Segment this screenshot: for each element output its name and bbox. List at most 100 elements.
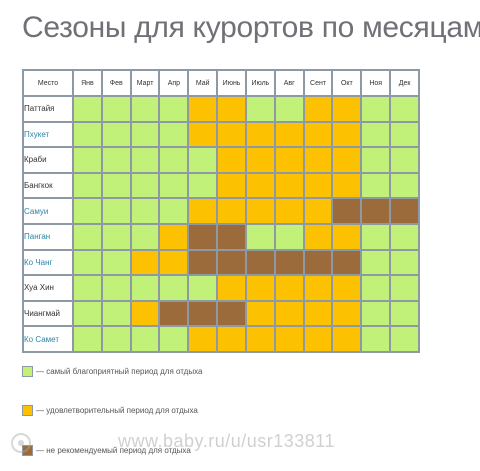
season-cell-best [100,274,132,302]
season-cell-bad [187,248,219,277]
season-cell-best [158,274,190,302]
chart-title: Сезоны для курортов по месяцам [22,11,480,44]
legend-swatch-best [22,366,33,377]
season-cell-ok [187,95,219,123]
season-table: Место Янв Фев Март Апр Май Июнь Июль Авг Сент Окт… [22,69,420,353]
season-grid: Место Янв Фев Март Апр Май Июнь Июль Авг Сент Окт… [22,69,420,353]
season-cell-best [187,274,219,302]
season-cell-best [72,274,103,302]
season-cell-best [100,171,132,200]
season-cell-best [158,325,190,353]
season-cell-bad [331,248,363,277]
grid-body: Паттайя Пхукет Краби Бангкок Самуи Панган Ко Ч… [22,95,420,353]
season-cell-ok [158,248,190,277]
month-header: Май [187,69,219,97]
season-cell-best [360,95,392,123]
season-cell-best [187,171,219,200]
season-cell-ok [302,222,334,251]
season-cell-ok [331,274,363,302]
season-cell-bad [273,248,305,277]
season-cell-ok [216,197,247,225]
table-row: Пхукет [22,120,420,149]
place-label[interactable]: Ко Самет [22,325,74,353]
legend-item-ok: — удовлетворительный период для отдыха [22,405,198,416]
season-cell-best [129,222,161,251]
season-cell-best [273,95,305,123]
legend-swatch-ok [22,405,33,416]
season-cell-best [129,120,161,149]
legend-label-bad: — не рекомендуемый период для отдыха [36,446,191,455]
place-label[interactable]: Ко Чанг [22,248,74,277]
place-label[interactable]: Пхукет [22,120,74,149]
season-cell-ok [273,146,305,174]
season-cell-ok [187,197,219,225]
table-row: Паттайя [22,95,420,123]
season-cell-best [129,197,161,225]
month-header: Март [129,69,161,97]
season-cell-ok [187,120,219,149]
season-cell-best [389,146,420,174]
season-cell-ok [244,146,276,174]
table-row: Краби [22,146,420,174]
table-row: Ко Самет [22,325,420,353]
season-cell-best [100,248,132,277]
season-cell-ok [273,197,305,225]
season-cell-ok [273,325,305,353]
season-cell-ok [244,120,276,149]
place-label: Хуа Хин [22,274,74,302]
season-cell-ok [273,171,305,200]
season-cell-best [100,222,132,251]
season-cell-best [244,95,276,123]
season-cell-ok [331,171,363,200]
season-cell-ok [129,299,161,328]
table-row: Хуа Хин [22,274,420,302]
season-cell-best [158,146,190,174]
place-label: Чиангмай [22,299,74,328]
season-cell-best [389,274,420,302]
month-header: Сент [302,69,334,97]
month-header: Фев [100,69,132,97]
season-cell-bad [216,248,247,277]
month-header: Авг [273,69,305,97]
season-cell-best [244,222,276,251]
season-cell-best [100,120,132,149]
season-cell-best [72,146,103,174]
month-header: Июль [244,69,276,97]
season-cell-best [100,325,132,353]
season-cell-best [100,197,132,225]
season-cell-best [389,222,420,251]
season-cell-ok [129,248,161,277]
place-label[interactable]: Панган [22,222,74,251]
season-cell-best [187,146,219,174]
season-cell-ok [302,120,334,149]
header-place: Место [22,69,74,97]
season-cell-bad [216,222,247,251]
season-cell-best [129,171,161,200]
season-cell-best [360,120,392,149]
legend-label-best: — самый благоприятный период для отдыха [36,367,203,376]
season-cell-best [360,248,392,277]
season-cell-best [72,197,103,225]
month-header: Ноя [360,69,392,97]
season-cell-ok [158,222,190,251]
season-cell-best [72,325,103,353]
season-cell-ok [244,197,276,225]
season-cell-ok [216,171,247,200]
season-cell-best [360,222,392,251]
season-cell-best [389,325,420,353]
legend-item-best: — самый благоприятный период для отдыха [22,366,202,377]
watermark-logo-icon [11,433,31,453]
season-cell-ok [302,325,334,353]
table-row: Панган [22,222,420,251]
season-cell-best [389,120,420,149]
place-label[interactable]: Самуи [22,197,74,225]
season-cell-ok [331,120,363,149]
season-cell-ok [331,146,363,174]
season-cell-bad [158,299,190,328]
table-row: Чиангмай [22,299,420,328]
season-cell-best [360,325,392,353]
season-cell-best [129,95,161,123]
season-cell-best [72,299,103,328]
season-cell-ok [187,325,219,353]
season-cell-bad [244,248,276,277]
